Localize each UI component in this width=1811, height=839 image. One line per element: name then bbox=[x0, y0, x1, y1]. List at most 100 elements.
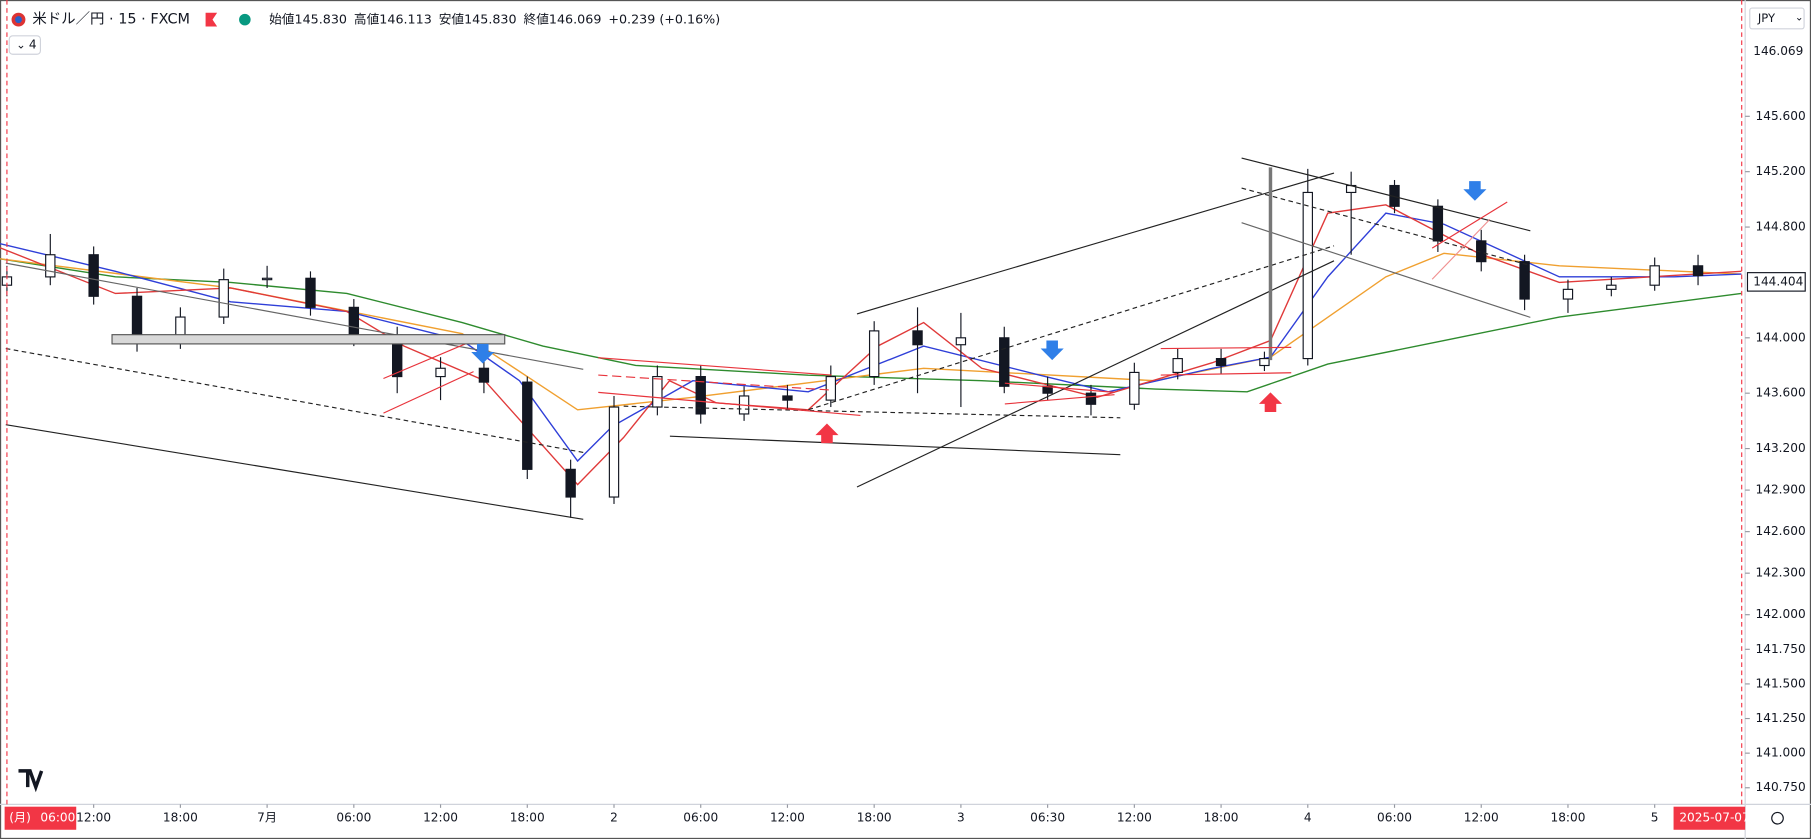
x-tick-label: 18:00 bbox=[1551, 811, 1586, 825]
flag-icon bbox=[205, 12, 218, 27]
x-tick-label: 12:00 bbox=[76, 811, 111, 825]
trendline bbox=[808, 245, 1335, 411]
x-tick-label: 4 bbox=[1304, 811, 1312, 825]
ohlc-label: 始値 bbox=[269, 11, 295, 26]
y-tick-label: 142.900 bbox=[1756, 483, 1806, 497]
red-line bbox=[598, 374, 832, 391]
trendline bbox=[1241, 222, 1531, 318]
cursor-time: 06:00 bbox=[40, 811, 75, 825]
candle-body bbox=[348, 306, 360, 336]
y-tick-label: 145.600 bbox=[1756, 109, 1806, 123]
red-line bbox=[1160, 346, 1292, 350]
y-tick-label: 140.750 bbox=[1756, 780, 1806, 794]
candle-body bbox=[868, 330, 880, 378]
candle-body bbox=[305, 277, 316, 308]
settings-icon[interactable] bbox=[1771, 811, 1784, 825]
candle-body bbox=[1649, 265, 1660, 286]
x-tick-label: 2 bbox=[610, 811, 618, 825]
candle-body bbox=[522, 381, 533, 470]
candle-body bbox=[218, 279, 229, 318]
trendline bbox=[856, 172, 1335, 315]
indicator-toggle[interactable] bbox=[8, 35, 42, 55]
red-line bbox=[1004, 394, 1115, 405]
y-tick-label: 142.600 bbox=[1756, 524, 1806, 538]
down-arrow bbox=[471, 343, 495, 364]
indicator-count: 4 bbox=[29, 38, 37, 52]
candle-body bbox=[999, 337, 1010, 387]
candle-body bbox=[1519, 261, 1530, 300]
red-line bbox=[383, 371, 474, 414]
trendline bbox=[1241, 187, 1531, 266]
candle-body bbox=[912, 330, 923, 346]
y-tick-label: 145.200 bbox=[1756, 164, 1806, 178]
red-line bbox=[1004, 382, 1115, 393]
candle-body bbox=[1302, 191, 1313, 360]
candle-body bbox=[435, 367, 446, 378]
moving-average bbox=[0, 258, 1742, 393]
cursor-time-label bbox=[4, 806, 77, 830]
x-tick-label: 06:00 bbox=[683, 811, 718, 825]
logo bbox=[18, 769, 44, 793]
candle-body bbox=[88, 254, 99, 297]
price-label: 146.069 bbox=[1753, 44, 1803, 58]
down-arrow bbox=[1040, 340, 1064, 361]
y-tick-label: 143.600 bbox=[1756, 386, 1806, 400]
ohlc-value: 145.830 bbox=[294, 11, 346, 26]
y-tick-label: 141.000 bbox=[1756, 746, 1806, 760]
legend-header: 米ドル／円 · 15 · FXCM 始値145.830 高値146.113 安値14… bbox=[4, 7, 1805, 830]
candle-body bbox=[1432, 205, 1444, 242]
moving-average bbox=[0, 212, 1742, 463]
ohlc-label: 安値 bbox=[439, 11, 465, 26]
down-arrow bbox=[1463, 181, 1487, 201]
ohlc-values: 始値145.830 高値146.113 安値145.830 終値146.069 +0.2… bbox=[269, 11, 720, 26]
up-arrow bbox=[1258, 392, 1283, 412]
x-tick-label: 18:00 bbox=[857, 811, 892, 825]
symbol-title: 米ドル／円 · 15 · FXCM bbox=[32, 11, 190, 28]
red-line bbox=[1431, 201, 1508, 249]
y-tick-label: 142.300 bbox=[1756, 566, 1806, 580]
red-line bbox=[383, 339, 474, 380]
ohlc-value: 146.113 bbox=[379, 11, 431, 26]
red-line bbox=[1431, 218, 1491, 280]
y-tick-label: 143.200 bbox=[1756, 441, 1806, 455]
candle-body bbox=[1129, 371, 1140, 405]
x-tick-label: 06:30 bbox=[1030, 811, 1065, 825]
y-tick-label: 141.250 bbox=[1756, 711, 1806, 725]
red-line bbox=[598, 391, 861, 417]
candle-body bbox=[1606, 284, 1617, 290]
x-tick-label: 18:00 bbox=[510, 811, 545, 825]
ohlc-value: 145.830 bbox=[464, 11, 516, 26]
x-tick-label: 5 bbox=[1651, 811, 1659, 825]
candle-body bbox=[1172, 358, 1183, 374]
ohlc-label: 終値 bbox=[524, 11, 550, 26]
trendline bbox=[5, 424, 584, 520]
x-tick-label: 12:00 bbox=[423, 811, 458, 825]
y-tick-label: 142.000 bbox=[1756, 607, 1806, 621]
cursor-day: (月) bbox=[9, 811, 31, 825]
chevron: ⌄ bbox=[16, 38, 26, 52]
trendline bbox=[856, 260, 1335, 488]
candle-body bbox=[1085, 392, 1097, 405]
ohlc-label: 高値 bbox=[354, 11, 380, 26]
chevron: ⌄ bbox=[1795, 11, 1804, 23]
x-tick-label: 18:00 bbox=[1204, 811, 1239, 825]
x-tick-label: 7月 bbox=[257, 811, 277, 825]
x-tick-label: 18:00 bbox=[163, 811, 198, 825]
drawings bbox=[5, 0, 1743, 805]
y-tick-label: 144.000 bbox=[1756, 330, 1806, 344]
moving-average bbox=[0, 204, 1742, 486]
y-tick-label: 141.500 bbox=[1756, 676, 1806, 690]
currency: JPY bbox=[1757, 11, 1776, 25]
currency-button[interactable] bbox=[1749, 7, 1805, 30]
candle-body bbox=[261, 277, 273, 281]
x-tick-label: 06:00 bbox=[1377, 811, 1412, 825]
x-tick-label: 3 bbox=[957, 811, 965, 825]
y-tick-label: 141.750 bbox=[1756, 642, 1806, 656]
y-tick-label: 144.800 bbox=[1756, 220, 1806, 234]
candle-body bbox=[652, 375, 663, 408]
candle-body bbox=[478, 367, 490, 383]
price-label-box bbox=[1746, 272, 1806, 292]
trendline bbox=[623, 405, 1121, 419]
